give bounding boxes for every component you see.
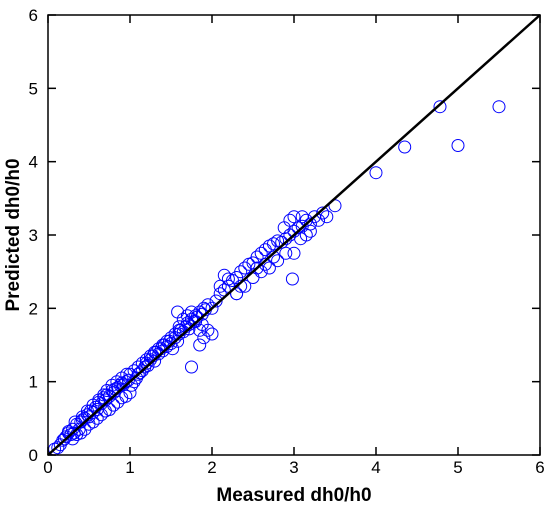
data-point xyxy=(195,307,209,321)
data-point xyxy=(100,384,114,397)
data-point xyxy=(303,224,317,238)
data-point xyxy=(267,250,280,264)
data-point xyxy=(197,331,211,345)
y-axis-label: Predicted dh0/h0 xyxy=(3,158,24,311)
data-point xyxy=(258,257,272,271)
x-tick-label: 3 xyxy=(289,458,298,477)
x-tick-label: 4 xyxy=(371,458,380,477)
y-tick-label: 3 xyxy=(29,226,38,245)
data-point xyxy=(271,254,285,268)
data-point xyxy=(267,237,280,251)
data-point xyxy=(115,371,129,385)
y-tick-label: 1 xyxy=(29,373,38,392)
data-point xyxy=(287,246,301,260)
data-point xyxy=(103,403,116,416)
data-point xyxy=(234,265,248,279)
y-tick-label: 5 xyxy=(29,79,38,98)
data-point xyxy=(369,166,383,180)
data-point xyxy=(250,261,264,275)
y-tick-label: 0 xyxy=(29,446,38,465)
y-tick-label: 2 xyxy=(29,299,38,318)
data-point xyxy=(234,279,248,293)
data-point xyxy=(182,322,196,336)
y-tick-label: 4 xyxy=(29,153,38,172)
data-point xyxy=(68,415,82,429)
data-point xyxy=(433,100,447,114)
x-tick-label: 2 xyxy=(207,458,216,477)
data-point xyxy=(205,327,219,341)
data-point xyxy=(185,360,198,374)
data-point xyxy=(250,250,264,264)
data-point xyxy=(97,388,111,402)
data-point xyxy=(110,375,124,389)
data-point xyxy=(209,294,223,308)
data-point xyxy=(299,228,313,242)
x-tick-label: 6 xyxy=(535,458,544,477)
data-point xyxy=(189,315,203,328)
x-tick-label: 5 xyxy=(453,458,462,477)
data-point xyxy=(285,272,299,286)
data-point xyxy=(295,210,309,224)
data-point xyxy=(492,100,506,114)
data-points xyxy=(48,100,506,456)
data-point xyxy=(148,354,162,368)
data-point xyxy=(171,305,185,319)
data-point xyxy=(316,206,330,220)
x-tick-label: 1 xyxy=(125,458,134,477)
data-point xyxy=(185,305,198,319)
data-point xyxy=(451,139,465,152)
x-tick-label: 0 xyxy=(43,458,52,477)
data-point xyxy=(221,272,235,286)
data-point xyxy=(398,140,412,154)
data-point xyxy=(92,393,106,407)
data-point xyxy=(82,410,96,424)
data-point xyxy=(283,213,297,227)
data-point xyxy=(205,301,219,315)
data-point xyxy=(107,398,121,412)
data-point xyxy=(119,389,133,403)
data-point xyxy=(193,338,207,352)
data-point xyxy=(217,268,231,282)
x-axis-label: Measured dh0/h0 xyxy=(216,485,371,506)
data-point xyxy=(105,378,119,392)
data-point xyxy=(51,441,65,455)
data-point xyxy=(287,210,301,224)
data-point xyxy=(172,320,186,334)
data-point xyxy=(193,323,207,337)
axis-ticks: 0 1 2 3 4 5 6 0 1 2 3 4 5 6 xyxy=(29,6,545,477)
y-tick-label: 6 xyxy=(29,6,38,25)
data-point xyxy=(320,210,334,224)
data-point xyxy=(279,232,293,246)
reference-line-y-equals-x xyxy=(47,14,541,456)
